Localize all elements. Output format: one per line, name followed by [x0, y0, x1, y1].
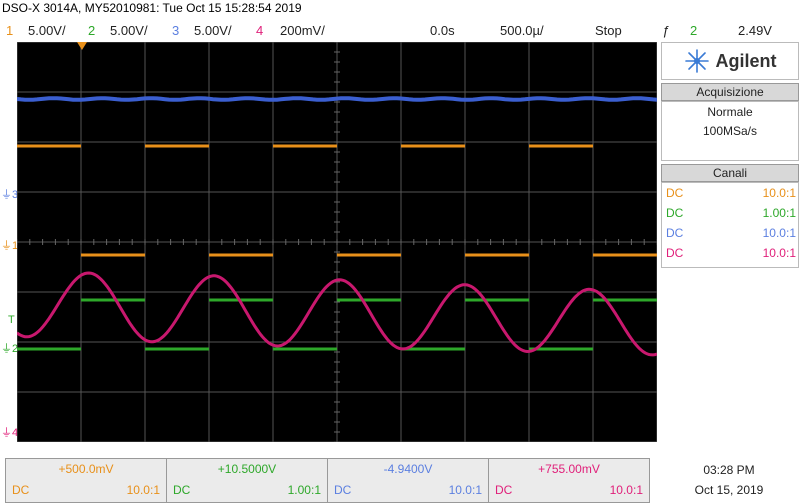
ch4-coupling: DC	[666, 246, 684, 260]
waveform-traces	[17, 96, 657, 357]
ch4-offset-coupling: DC	[495, 483, 513, 497]
clock-time: 03:28 PM	[703, 463, 755, 477]
ch2-number[interactable]: 2	[88, 23, 96, 38]
ch3-probe: 10.0:1	[762, 226, 796, 240]
ch2-offset-cell[interactable]: +10.5000V DC 1.00:1	[166, 458, 328, 503]
ch3-offset: -4.9400V	[383, 462, 433, 476]
ch3-number[interactable]: 3	[172, 23, 180, 38]
ch4-offset-cell[interactable]: +755.00mV DC 10.0:1	[488, 458, 650, 503]
trigger-level[interactable]: 2.49V	[738, 23, 772, 38]
trigger-level-marker[interactable]: T	[8, 314, 15, 326]
channel-offset-bar: +500.0mV DC 10.0:1 +10.5000V DC 1.00:1 -…	[5, 458, 651, 503]
time-scale[interactable]: 500.0µ/	[500, 23, 544, 38]
ch4-number[interactable]: 4	[256, 23, 264, 38]
ch1-ground-marker[interactable]: ⏚1	[1, 240, 19, 252]
ch3-offset-cell[interactable]: -4.9400V DC 10.0:1	[327, 458, 489, 503]
ch2-offset-probe: 1.00:1	[287, 483, 321, 497]
run-state[interactable]: Stop	[595, 23, 622, 38]
ch1-offset-probe: 10.0:1	[126, 483, 160, 497]
acquisition-header[interactable]: Acquisizione	[661, 83, 799, 101]
ch1-probe: 10.0:1	[762, 186, 796, 200]
ch1-offset: +500.0mV	[58, 462, 114, 476]
ch3-offset-coupling: DC	[334, 483, 352, 497]
ch3-coupling: DC	[666, 226, 684, 240]
ch3-ground-marker[interactable]: ⏚3	[1, 189, 19, 201]
ch2-probe: 1.00:1	[762, 206, 796, 220]
trigger-source[interactable]: 2	[690, 23, 698, 38]
channel-row[interactable]: DC 10.0:1	[662, 223, 800, 243]
ch4-trace	[17, 271, 657, 357]
channel-scale-bar: 1 5.00V/ 2 5.00V/ 3 5.00V/ 4 200mV/ 0.0s…	[0, 20, 800, 42]
ch1-coupling: DC	[666, 186, 684, 200]
ch3-trace	[17, 96, 657, 102]
ch3-offset-probe: 10.0:1	[448, 483, 482, 497]
channel-row[interactable]: DC 10.0:1	[662, 243, 800, 263]
clock-date: Oct 15, 2019	[694, 483, 764, 497]
clock: 03:28 PM Oct 15, 2019	[660, 460, 798, 500]
ch4-offset-probe: 10.0:1	[609, 483, 643, 497]
channel-row[interactable]: DC 1.00:1	[662, 203, 800, 223]
acquisition-box: Normale 100MSa/s	[661, 101, 799, 161]
ch2-scale[interactable]: 5.00V/	[110, 23, 148, 38]
ch4-probe: 10.0:1	[762, 246, 796, 260]
channel-row[interactable]: DC 10.0:1	[662, 183, 800, 203]
ch2-offset-coupling: DC	[173, 483, 191, 497]
ch3-scale[interactable]: 5.00V/	[194, 23, 232, 38]
brand-name: Agilent	[715, 50, 777, 71]
waveform-canvas	[17, 42, 657, 442]
ch1-scale[interactable]: 5.00V/	[28, 23, 66, 38]
trigger-position-marker	[77, 42, 87, 50]
side-panel: Agilent Acquisizione Normale 100MSa/s Ca…	[660, 42, 799, 452]
waveform-display[interactable]	[17, 42, 657, 442]
instrument-title: DSO-X 3014A, MY52010981: Tue Oct 15 15:2…	[2, 1, 302, 15]
ch2-offset: +10.5000V	[217, 462, 277, 476]
ch4-scale[interactable]: 200mV/	[280, 23, 325, 38]
trigger-slope-icon: ƒ	[662, 23, 670, 38]
ch4-ground-marker[interactable]: ⏚4	[1, 427, 19, 439]
brand-logo: Agilent	[661, 42, 799, 80]
channels-header[interactable]: Canali	[661, 164, 799, 182]
graticule-grid	[17, 42, 657, 442]
channels-box: DC 10.0:1 DC 1.00:1 DC 10.0:1 DC 10.0:1	[661, 182, 799, 268]
acq-rate: 100MSa/s	[702, 124, 758, 138]
ch2-ground-marker[interactable]: ⏚2	[1, 343, 19, 355]
ch1-offset-cell[interactable]: +500.0mV DC 10.0:1	[5, 458, 167, 503]
ch4-offset: +755.00mV	[538, 462, 600, 476]
ch1-offset-coupling: DC	[12, 483, 30, 497]
time-delay[interactable]: 0.0s	[430, 23, 455, 38]
agilent-spark-icon	[684, 49, 709, 73]
ch1-number[interactable]: 1	[6, 23, 14, 38]
ch2-coupling: DC	[666, 206, 684, 220]
acq-mode: Normale	[707, 105, 753, 119]
